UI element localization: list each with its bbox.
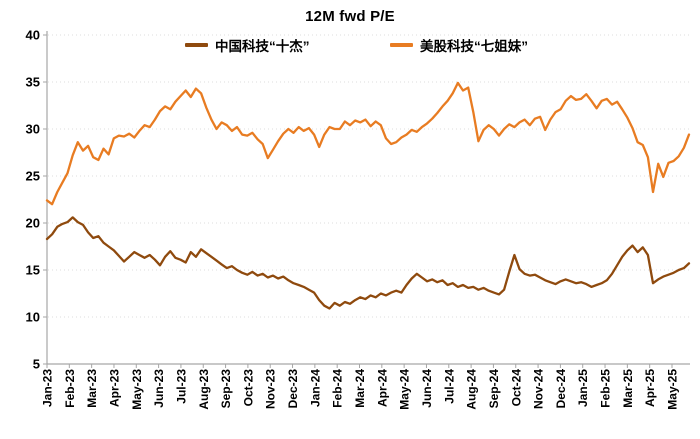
x-tick-label: Nov-24 [532,369,546,409]
y-tick-label: 10 [26,310,40,325]
x-tick-label: Sep-23 [219,369,233,409]
x-tick-label: Nov-23 [264,369,278,409]
x-tick-label: Mar-23 [85,369,99,408]
x-tick-label: Oct-24 [509,369,523,407]
x-tick-label: Feb-25 [599,369,613,408]
y-tick-label: 35 [26,75,40,90]
y-tick-label: 25 [26,169,40,184]
x-tick-label: Dec-23 [286,369,300,409]
x-tick-label: May-24 [398,369,412,410]
x-tick-label: Sep-24 [487,369,501,409]
x-tick-label: Oct-23 [241,369,255,407]
legend-swatch-us-icon [390,43,413,47]
x-tick-label: Aug-24 [465,369,479,410]
x-tick-label: Mar-25 [621,369,635,408]
x-tick-label: Feb-24 [331,369,345,408]
legend-label-china-tech: 中国科技“十杰” [215,39,310,54]
x-tick-label: Jul-23 [174,369,188,404]
x-tick-label: May-23 [130,369,144,410]
x-tick-label: Aug-23 [197,369,211,410]
x-tick-label: Feb-23 [63,369,77,408]
legend-item-us-tech: 美股科技“七姐妹” [390,37,528,54]
y-tick-label: 40 [26,28,40,43]
y-tick-label: 15 [26,263,40,278]
y-tick-label: 30 [26,122,40,137]
y-tick-label: 5 [33,357,40,372]
x-tick-label: Jan-23 [41,369,55,407]
x-tick-label: Jul-24 [442,369,456,404]
series-line-us-tech [45,81,691,206]
x-tick-label: May-25 [666,369,680,410]
x-tick-label: Dec-24 [554,369,568,409]
x-tick-label: Jan-25 [576,369,590,407]
legend-label-us-tech: 美股科技“七姐妹” [420,39,528,54]
x-tick-label: Apr-23 [107,369,121,407]
x-tick-label: Apr-25 [643,369,657,407]
x-tick-label: Mar-24 [353,369,367,408]
series-line-china-tech [45,216,691,310]
legend-swatch-china-icon [185,43,208,47]
chart-title: 12M fwd P/E [305,8,395,25]
x-tick-label: Apr-24 [375,369,389,407]
legend-item-china-tech: 中国科技“十杰” [185,37,310,54]
x-tick-label: Jan-24 [308,369,322,407]
x-tick-label: Jun-23 [152,369,166,408]
x-tick-label: Jun-24 [420,369,434,408]
y-tick-label: 20 [26,216,40,231]
